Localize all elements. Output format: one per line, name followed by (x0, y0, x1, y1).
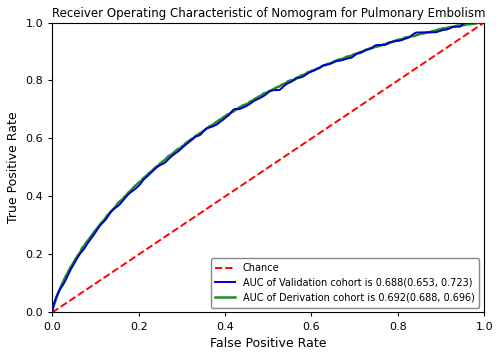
AUC of Derivation cohort is 0.692(0.688, 0.696) (248, 99, 254, 103)
X-axis label: False Positive Rate: False Positive Rate (210, 337, 326, 350)
AUC of Validation cohort is 0.688(0.653, 0.723) (283, 82, 289, 86)
AUC of Validation cohort is 0.688(0.653, 0.723) (471, 21, 477, 25)
AUC of Validation cohort is 0.688(0.653, 0.723) (404, 36, 409, 41)
AUC of Validation cohort is 0.688(0.653, 0.723) (50, 310, 56, 315)
AUC of Derivation cohort is 0.692(0.688, 0.696) (468, 22, 474, 26)
Title: Receiver Operating Characteristic of Nomogram for Pulmonary Embolism: Receiver Operating Characteristic of Nom… (52, 7, 485, 20)
AUC of Derivation cohort is 0.692(0.688, 0.696) (468, 22, 474, 26)
Line: AUC of Derivation cohort is 0.692(0.688, 0.696): AUC of Derivation cohort is 0.692(0.688,… (52, 22, 484, 312)
Line: AUC of Validation cohort is 0.688(0.653, 0.723): AUC of Validation cohort is 0.688(0.653,… (52, 22, 484, 312)
AUC of Derivation cohort is 0.692(0.688, 0.696) (481, 20, 487, 25)
Y-axis label: True Positive Rate: True Positive Rate (7, 112, 20, 223)
AUC of Derivation cohort is 0.692(0.688, 0.696) (260, 92, 266, 97)
AUC of Derivation cohort is 0.692(0.688, 0.696) (50, 310, 56, 315)
AUC of Validation cohort is 0.688(0.653, 0.723) (257, 96, 263, 100)
AUC of Derivation cohort is 0.692(0.688, 0.696) (72, 259, 78, 263)
AUC of Derivation cohort is 0.692(0.688, 0.696) (390, 39, 396, 44)
AUC of Validation cohort is 0.688(0.653, 0.723) (481, 20, 487, 25)
AUC of Validation cohort is 0.688(0.653, 0.723) (254, 97, 260, 101)
AUC of Validation cohort is 0.688(0.653, 0.723) (474, 20, 480, 25)
AUC of Validation cohort is 0.688(0.653, 0.723) (306, 70, 312, 75)
Legend: Chance, AUC of Validation cohort is 0.688(0.653, 0.723), AUC of Derivation cohor: Chance, AUC of Validation cohort is 0.68… (210, 258, 480, 308)
